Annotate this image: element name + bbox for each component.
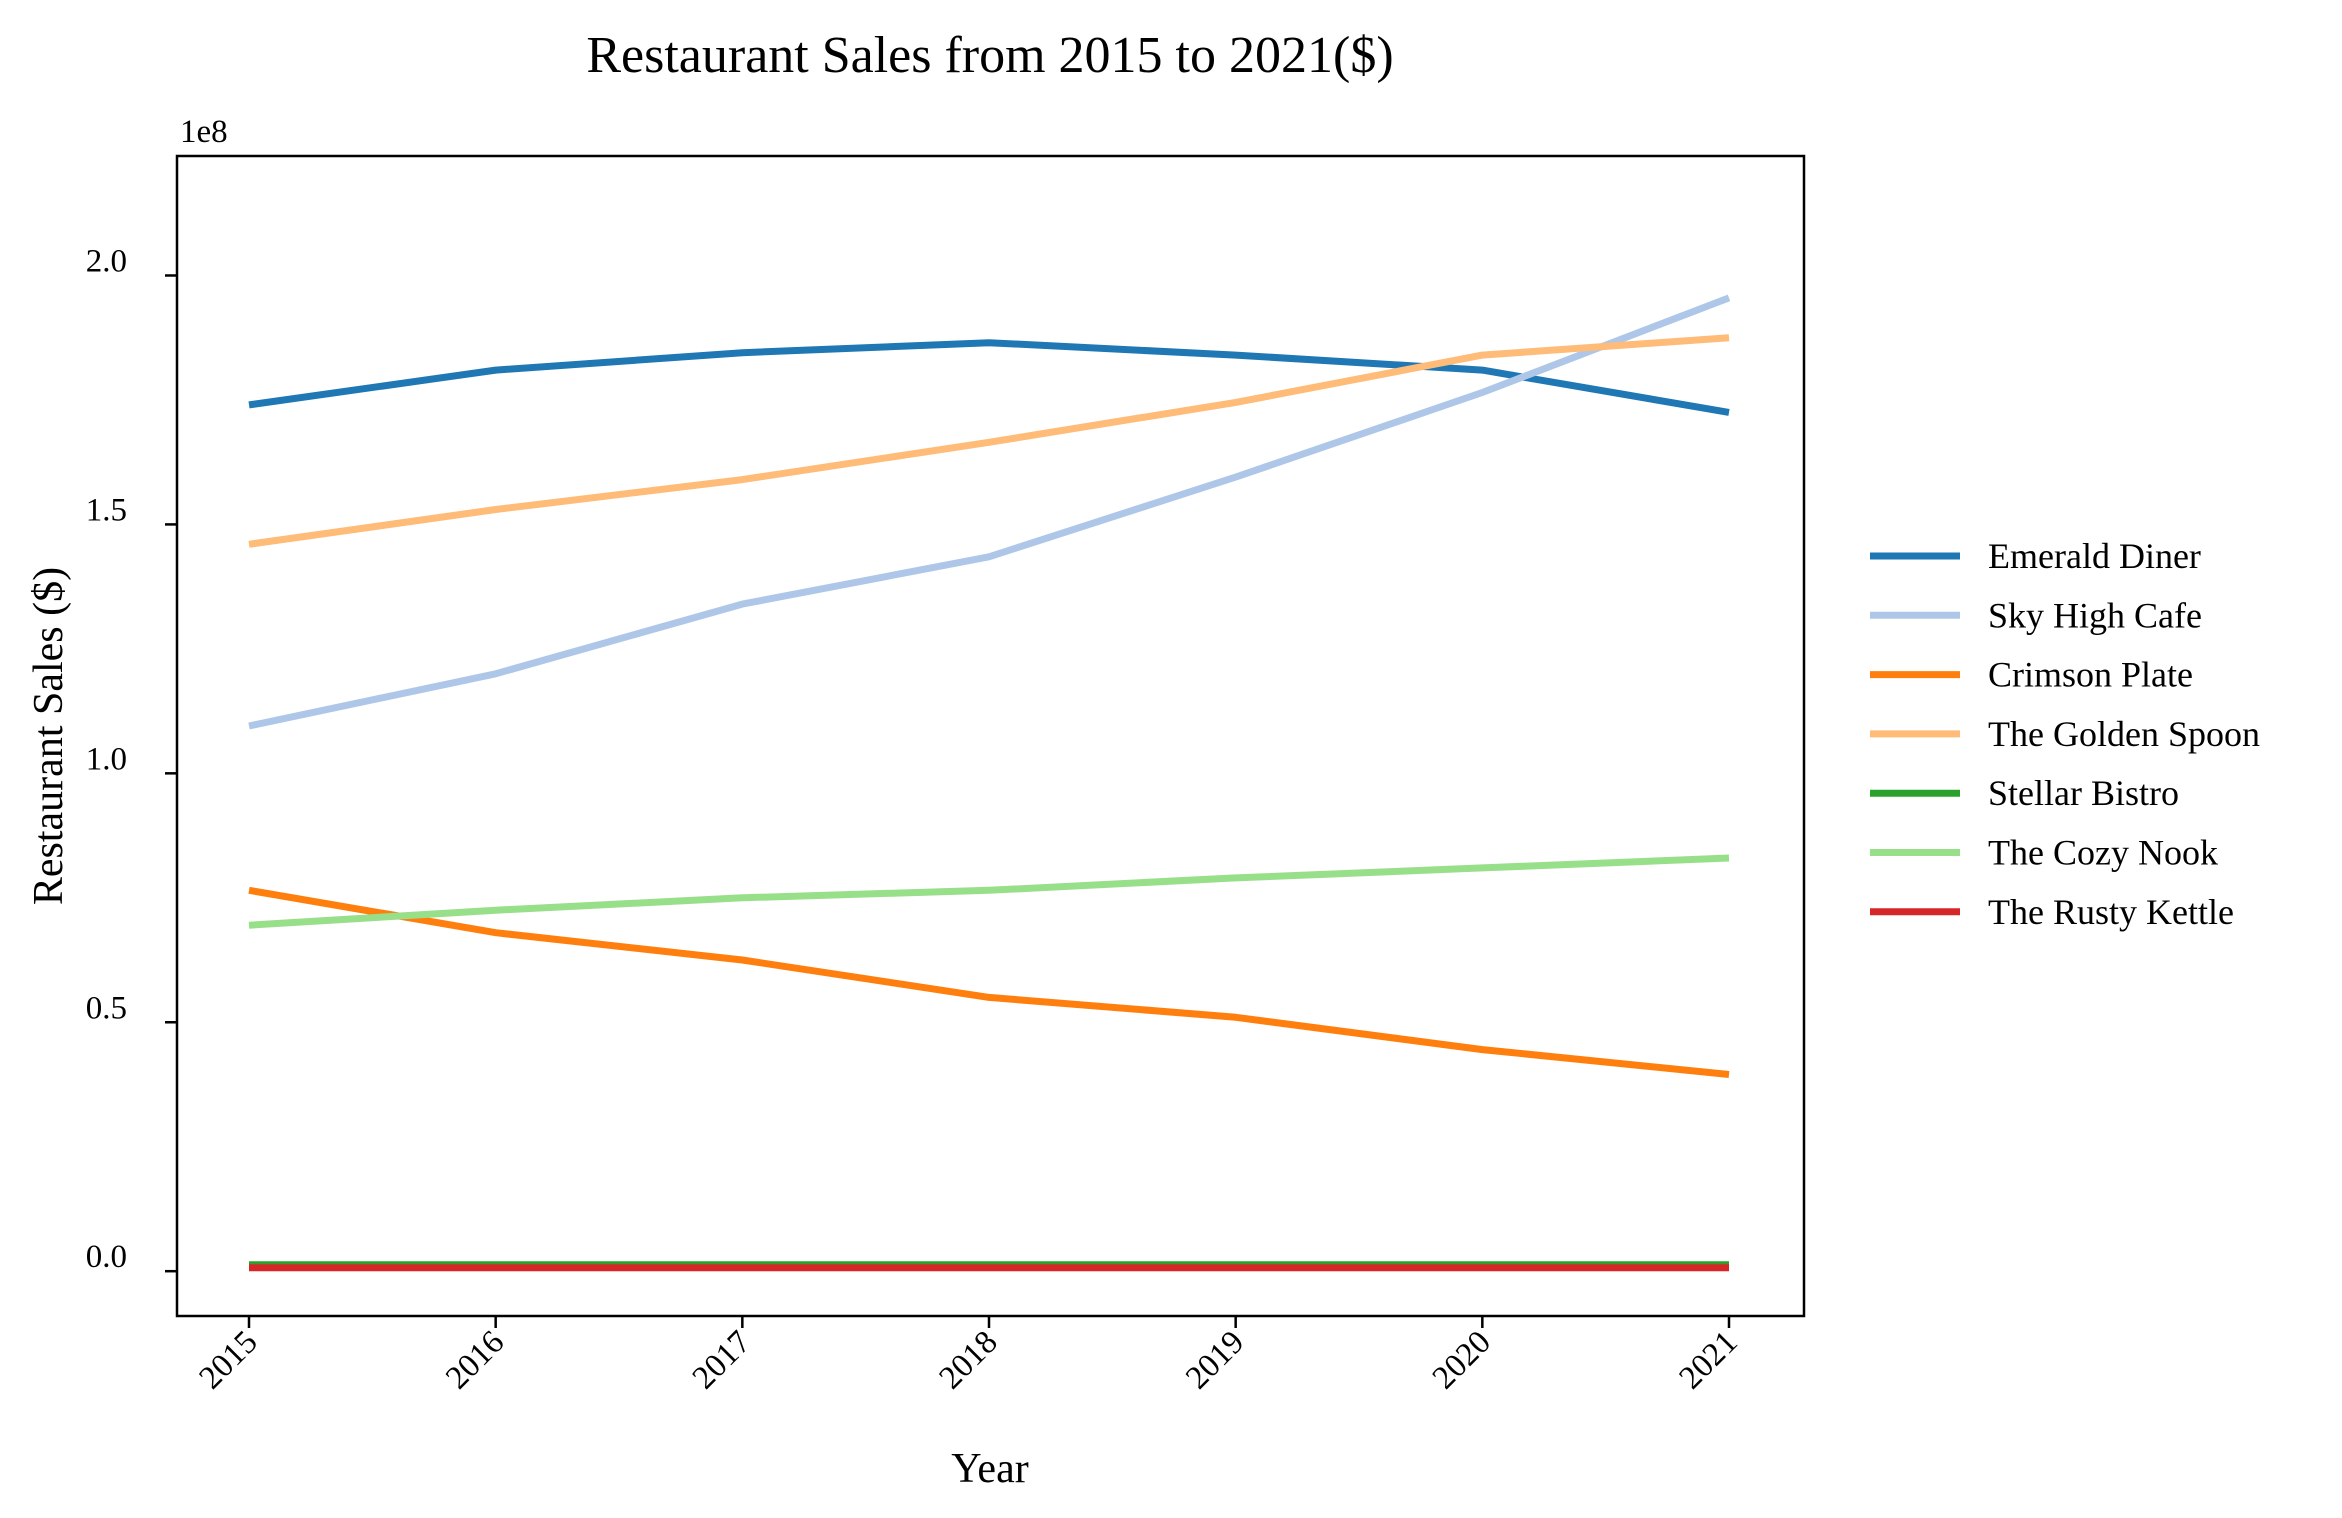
legend-label-the-cozy-nook: The Cozy Nook: [1988, 833, 2218, 873]
y-axis-exponent-label: 1e8: [180, 114, 228, 150]
x-tick-label: 2017: [686, 1324, 758, 1396]
x-axis-label: Year: [951, 1446, 1028, 1492]
y-axis-label: Restaurant Sales ($): [26, 567, 72, 905]
y-tick-label: 1.5: [86, 492, 127, 528]
plot-frame: [175, 154, 1806, 1318]
y-tick-label: 1.0: [86, 741, 127, 777]
x-tick-label: 2020: [1426, 1324, 1498, 1396]
legend-label-the-rusty-kettle: The Rusty Kettle: [1988, 892, 2234, 932]
legend-label-the-golden-spoon: The Golden Spoon: [1988, 714, 2260, 754]
chart-title: Restaurant Sales from 2015 to 2021($): [586, 27, 1393, 84]
x-axis: 2015 2016 2017 2018 2019 2020 2021: [193, 1316, 1745, 1396]
series-line-emerald-diner: [248, 339, 1730, 416]
x-tick-label: 2015: [193, 1324, 265, 1396]
legend-label-emerald-diner: Emerald Diner: [1988, 536, 2201, 576]
y-tick-label: 0.5: [86, 990, 127, 1026]
series-line-crimson-plate: [248, 886, 1730, 1078]
y-tick-label: 2.0: [86, 243, 127, 279]
y-axis: 0.0 0.5 1.0 1.5 2.0: [86, 243, 177, 1275]
x-tick-label: 2021: [1673, 1324, 1745, 1396]
y-tick-label: 0.0: [86, 1239, 127, 1275]
legend: Emerald Diner Sky High Cafe Crimson Plate T…: [1870, 536, 2260, 932]
series-line-sky-high-cafe: [248, 294, 1731, 730]
legend-label-sky-high-cafe: Sky High Cafe: [1988, 595, 2202, 635]
legend-label-crimson-plate: Crimson Plate: [1988, 655, 2193, 695]
x-tick-label: 2018: [933, 1324, 1005, 1396]
series-layer: [248, 294, 1731, 1272]
series-line-the-golden-spoon: [248, 334, 1730, 548]
x-tick-label: 2016: [439, 1324, 511, 1396]
x-tick-label: 2019: [1179, 1324, 1251, 1396]
series-line-the-cozy-nook: [248, 854, 1730, 929]
legend-label-stellar-bistro: Stellar Bistro: [1988, 773, 2179, 813]
